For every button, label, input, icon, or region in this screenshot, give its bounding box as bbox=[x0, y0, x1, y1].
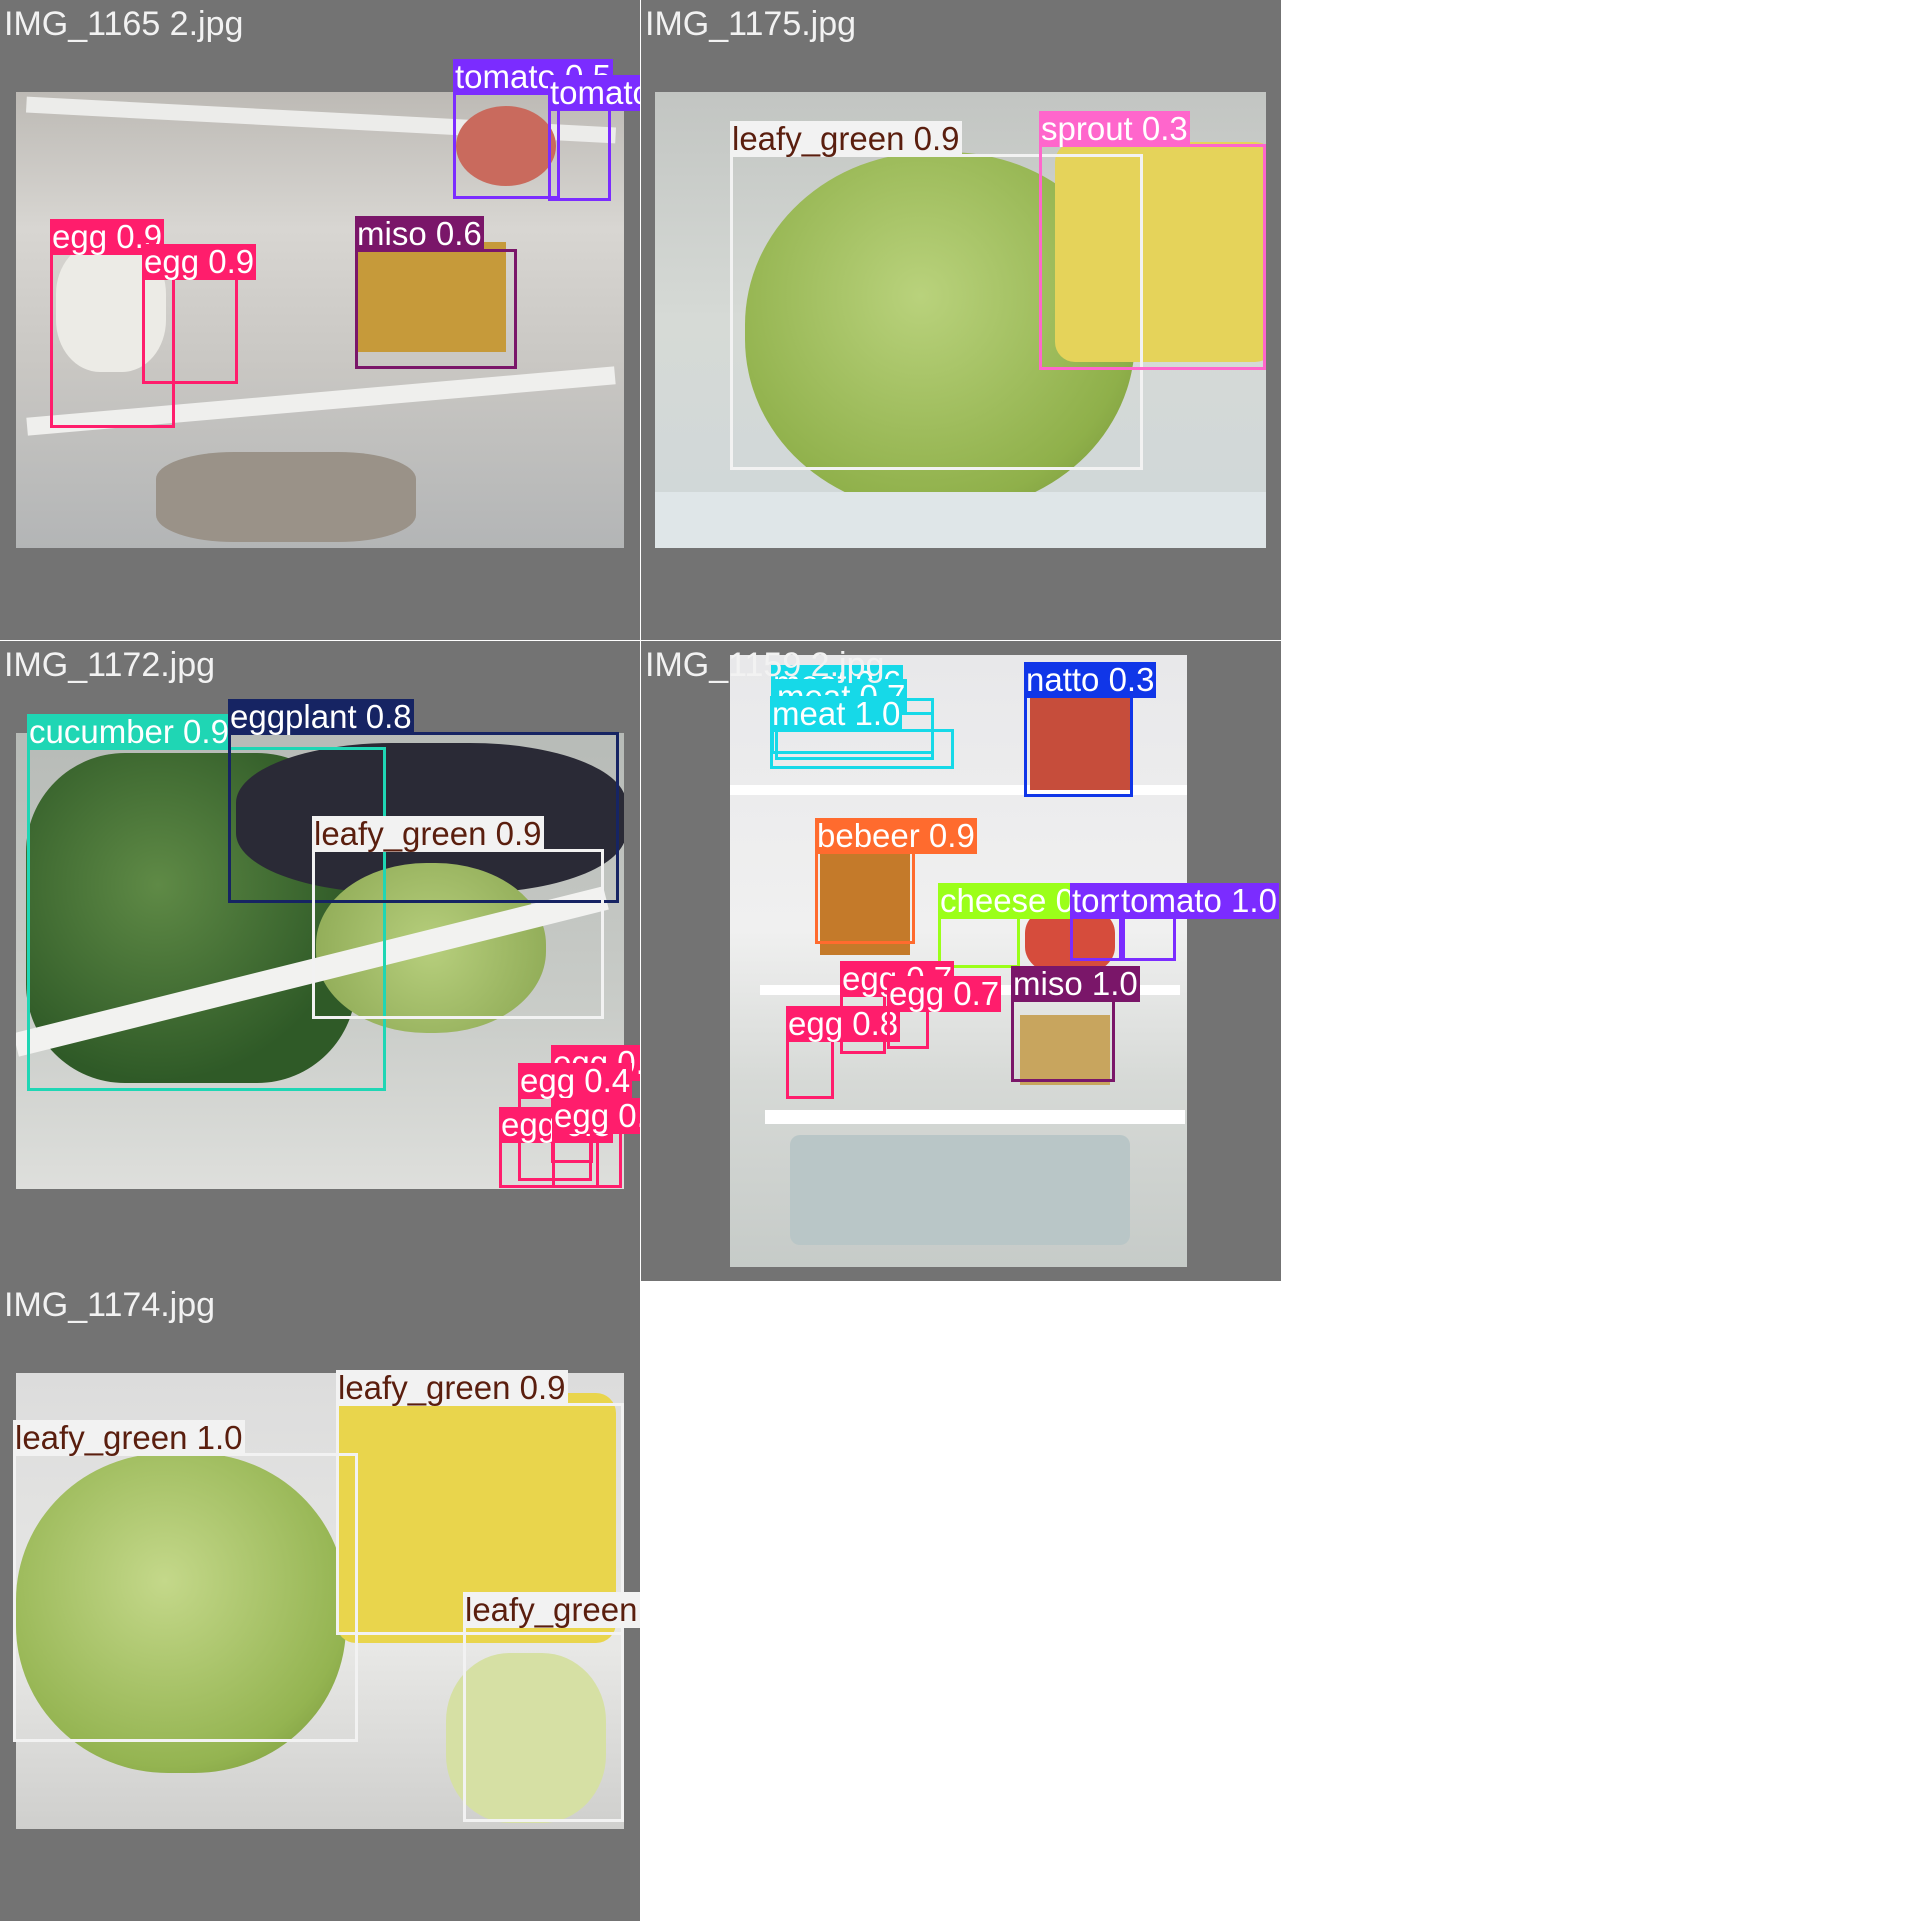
detection-box-egg[interactable]: egg 0.6 bbox=[552, 1098, 640, 1188]
detection-box-sprout[interactable]: sprout 0.3 bbox=[1039, 111, 1266, 370]
tile-filename: IMG_1165 2.jpg bbox=[4, 5, 244, 43]
detection-label: miso 1.0 bbox=[1011, 965, 1140, 1002]
detection-label: egg 0.4 bbox=[518, 1062, 633, 1099]
image-tile-img-1165-2[interactable]: IMG_1165 2.jpg tomato 0.5 tomato 0.4 egg… bbox=[0, 0, 640, 640]
tile-filename: IMG_1159 2.jpg bbox=[645, 646, 885, 684]
detection-box-tomato[interactable]: tomato 1.0 bbox=[1070, 883, 1230, 961]
detection-box-egg[interactable]: egg 0.7 bbox=[887, 976, 1002, 1049]
detection-label: natto 0.3 bbox=[1024, 661, 1157, 698]
detection-box-leafy-green[interactable]: leafy_green 1.0 bbox=[13, 1420, 358, 1742]
fridge-photo bbox=[16, 92, 624, 548]
image-tile-img-1172[interactable]: IMG_1172.jpg cucumber 0.9 eggplant 0.8 l… bbox=[0, 641, 640, 1281]
detection-label: sprout 0.3 bbox=[1039, 110, 1190, 147]
detection-box-leafy-green[interactable]: leafy_green 0.9 bbox=[463, 1592, 640, 1822]
fridge-photo bbox=[655, 92, 1266, 548]
image-tile-img-1175[interactable]: IMG_1175.jpg leafy_green 0.9 sprout 0.3 bbox=[641, 0, 1281, 640]
tile-filename: IMG_1174.jpg bbox=[4, 1286, 216, 1324]
detection-box-tomato[interactable]: tomato 0.4 bbox=[548, 75, 640, 201]
detection-label: leafy_green 1.0 bbox=[13, 1419, 245, 1456]
detection-box-leafy-green[interactable]: leafy_green 0.9 bbox=[336, 1370, 624, 1635]
detection-label: egg 0.9 bbox=[50, 218, 165, 255]
detection-box-egg[interactable]: egg 0.9 bbox=[50, 219, 175, 428]
detection-box-eggplant[interactable]: eggplant 0.8 bbox=[228, 699, 619, 903]
detection-label: leafy_green 0.9 bbox=[730, 120, 962, 157]
detection-box-tomato[interactable]: tomato 0.5 bbox=[453, 59, 613, 199]
detection-box-leafy-green[interactable]: leafy_green 0.9 bbox=[730, 121, 1143, 470]
detection-box-natto[interactable]: natto 0.3 bbox=[1024, 662, 1157, 797]
image-tile-img-1174[interactable]: IMG_1174.jpg leafy_green 0.9 leafy_green… bbox=[0, 1281, 640, 1921]
detection-box-cucumber[interactable]: cucumber 0.9 bbox=[27, 714, 386, 1091]
tile-filename: IMG_1175.jpg bbox=[645, 5, 857, 43]
detection-label: tomato 1.0 bbox=[1119, 882, 1279, 919]
image-tile-img-1159-2[interactable]: IMG_1159 2.jpg meat 0.6 meat 0.7 meat 1.… bbox=[641, 641, 1281, 1281]
detection-label: egg 0.7 bbox=[887, 975, 1002, 1012]
detection-box-egg[interactable]: egg 0.8 bbox=[786, 1006, 901, 1099]
detection-label: cucumber 0.9 bbox=[27, 713, 231, 750]
detection-label: leafy_green 0.9 bbox=[336, 1369, 568, 1406]
detection-box-miso[interactable]: miso 1.0 bbox=[1011, 966, 1140, 1082]
tile-filename: IMG_1172.jpg bbox=[4, 646, 216, 684]
detection-label: miso 0.6 bbox=[355, 215, 484, 252]
detection-label: bebeer 0.9 bbox=[815, 817, 977, 854]
detection-label: eggplant 0.8 bbox=[228, 698, 414, 735]
detection-box-egg[interactable]: egg 0.9 bbox=[142, 244, 257, 384]
detection-label: tomato 0.4 bbox=[548, 75, 640, 111]
detection-box-miso[interactable]: miso 0.6 bbox=[355, 216, 517, 369]
detection-box-bebeer[interactable]: bebeer 0.9 bbox=[815, 818, 977, 944]
detection-label: meat 1.0 bbox=[770, 695, 903, 732]
detection-box-tomato[interactable]: tomato 1.0 bbox=[1119, 883, 1279, 961]
detection-label: leafy_green 0.9 bbox=[312, 815, 544, 852]
detection-label: egg 0.6 bbox=[552, 1098, 640, 1134]
detection-box-meat[interactable]: meat 1.0 bbox=[770, 696, 954, 769]
detection-box-leafy-green[interactable]: leafy_green 0.9 bbox=[312, 816, 604, 1019]
detection-label: egg 0.8 bbox=[786, 1005, 901, 1042]
detection-label: egg 0.9 bbox=[142, 243, 257, 280]
detection-label: leafy_green 0.9 bbox=[463, 1592, 640, 1628]
